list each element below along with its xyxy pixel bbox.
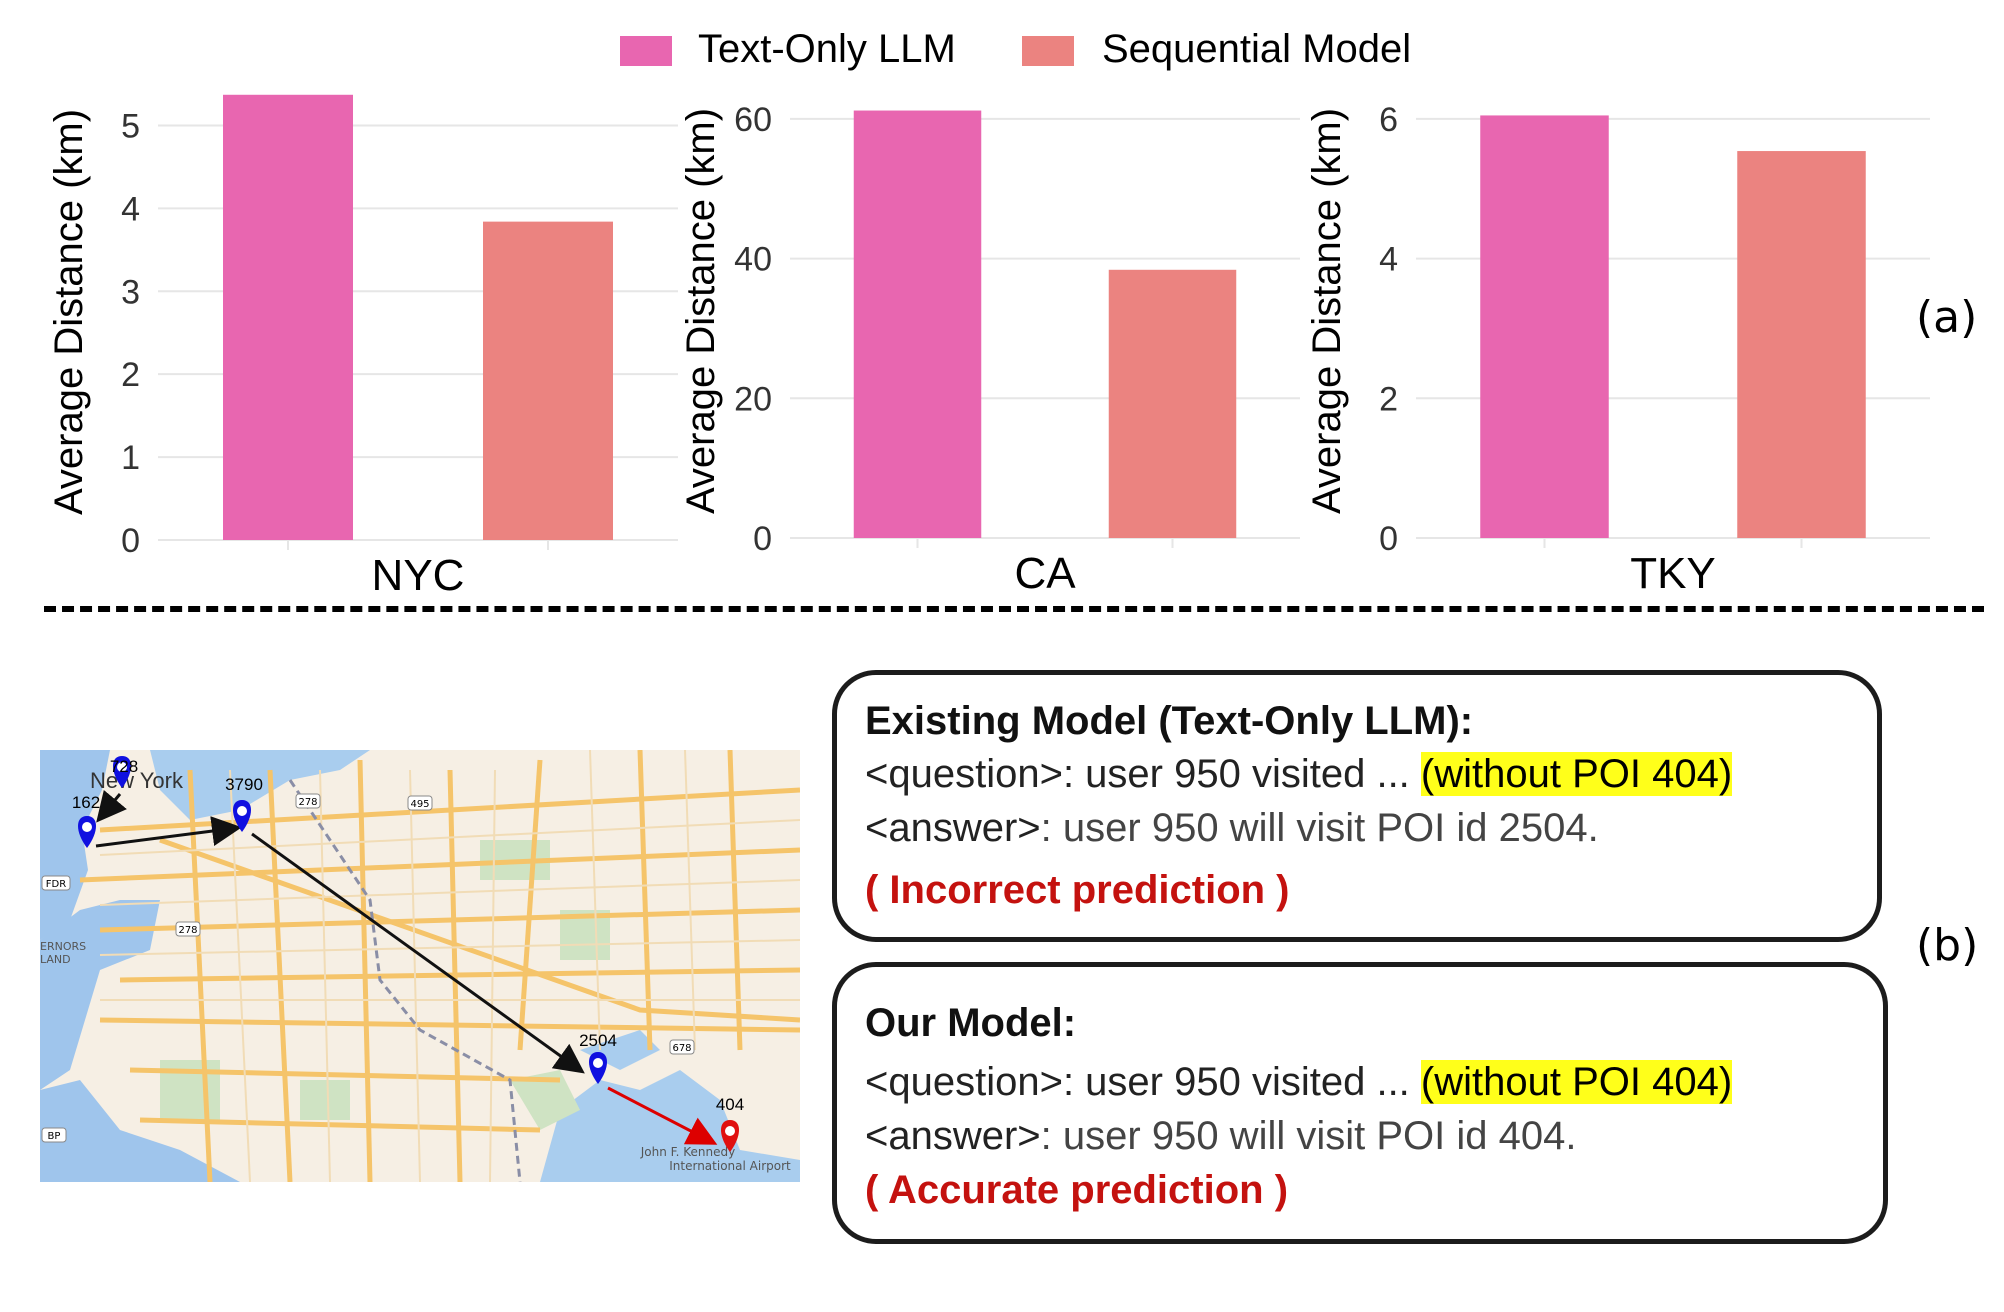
y-tick-label-tky-3: 6 [1379, 101, 1398, 139]
pin-728 [113, 756, 131, 788]
our-model-question: <question>: user 950 visited ... (withou… [865, 1055, 1855, 1109]
our-model-answer: <answer>: user 950 will visit POI id 404… [865, 1109, 1855, 1163]
map-water-jamaica-bay [540, 1070, 800, 1182]
chart-tky: 0 2 4 6 TKY Average Distance (km) [1305, 101, 1930, 598]
bar-nyc-0 [223, 94, 353, 540]
y-tick-label-nyc-4: 4 [121, 190, 140, 228]
x-label-ca: CA [1014, 549, 1076, 598]
panel-label-a: (a) [1916, 292, 1978, 343]
our-question-text: : user 950 visited ... [1062, 1060, 1421, 1104]
our-answer-tag: <answer> [865, 1114, 1041, 1158]
panel-label-b: (b) [1916, 920, 1979, 971]
trajectory-arrow-728-162 [96, 789, 127, 823]
place-label-new-york: New York [90, 768, 184, 793]
x-label-tky: TKY [1630, 549, 1716, 598]
pin-404 [721, 1120, 739, 1152]
pin-label-404: 404 [716, 1095, 744, 1114]
existing-model-box: Existing Model (Text-Only LLM): <questio… [832, 670, 1882, 942]
place-label-jfk-2: International Airport [669, 1159, 791, 1173]
y-tick-label-tky-1: 2 [1379, 380, 1398, 418]
existing-question-text: : user 950 visited ... [1062, 752, 1421, 796]
map-park-4 [300, 1080, 350, 1120]
our-model-box: Our Model: <question>: user 950 visited … [832, 962, 1888, 1244]
legend-label-sequential-model: Sequential Model [1102, 27, 1411, 71]
trajectory-arrow-3790-2504 [251, 832, 585, 1074]
map-water-upper [150, 750, 370, 820]
legend-label-text-only-llm: Text-Only LLM [698, 27, 956, 71]
bar-tky-1 [1737, 151, 1866, 538]
our-model-title: Our Model: [865, 1001, 1077, 1045]
y-tick-label-ca-0: 0 [753, 520, 772, 558]
bar-charts: Text-Only LLM Sequential Model 0 1 2 3 4 5 NYC… [47, 27, 1930, 600]
trajectory-arrow-162-3790 [95, 816, 242, 848]
y-tick-label-ca-1: 20 [734, 380, 772, 418]
bar-ca-0 [853, 110, 982, 539]
pin-2504 [589, 1052, 607, 1084]
y-tick-label-nyc-3: 3 [121, 273, 140, 311]
pin-label-3790: 3790 [225, 775, 263, 794]
bar-ca-1 [1108, 269, 1237, 538]
place-label-jfk-1: John F. Kennedy [640, 1145, 735, 1159]
road-shield-278-south: 278 [178, 925, 197, 936]
y-tick-label-tky-0: 0 [1379, 520, 1398, 558]
y-tick-label-ca-3: 60 [734, 101, 772, 139]
map-water-east-river [40, 750, 110, 940]
legend-swatch-sequential-model [1022, 36, 1074, 66]
road-shield-278-north: 278 [298, 797, 317, 808]
map-borough-border [288, 779, 522, 1182]
y-tick-label-nyc-1: 1 [121, 439, 140, 477]
bar-tky-0 [1480, 115, 1609, 538]
map-water-harbor [40, 900, 160, 1090]
trajectory-arrow-2504-404 [607, 1086, 718, 1145]
our-model-verdict: ( Accurate prediction ) [865, 1168, 1289, 1212]
bar-nyc-1 [483, 221, 613, 540]
x-label-nyc: NYC [372, 551, 465, 600]
legend: Text-Only LLM Sequential Model [620, 27, 1411, 71]
our-question-highlight: (without POI 404) [1420, 1060, 1733, 1104]
existing-model-question: <question>: user 950 visited ... (withou… [865, 747, 1849, 801]
pin-label-728: 728 [110, 757, 138, 776]
chart-ca: 0 20 40 60 CA Average Distance (km) [679, 101, 1300, 598]
existing-answer-tag: <answer> [865, 806, 1041, 850]
existing-question-tag: <question> [865, 752, 1063, 796]
map-water-bay [40, 1080, 240, 1182]
place-label-land: LAND [40, 953, 71, 966]
y-axis-label-ca: Average Distance (km) [679, 108, 723, 514]
existing-answer-text: : user 950 will visit POI id 2504. [1040, 806, 1599, 850]
road-shield-bp: BP [48, 1131, 61, 1142]
road-shield-495: 495 [410, 799, 429, 810]
y-tick-label-nyc-2: 2 [121, 356, 140, 394]
place-label-governors: ERNORS [40, 940, 86, 953]
chart-nyc: 0 1 2 3 4 5 NYC Average Distance (km) [47, 94, 678, 600]
our-question-tag: <question> [865, 1060, 1063, 1104]
road-shield-678: 678 [672, 1043, 691, 1054]
map: 278 495 278 FDR 678 BP New York ERNORS L… [40, 750, 800, 1182]
y-tick-label-tky-2: 4 [1379, 241, 1398, 279]
legend-swatch-text-only-llm [620, 36, 672, 66]
road-shield-fdr: FDR [46, 879, 66, 890]
pin-3790 [233, 800, 251, 832]
pin-label-2504: 2504 [579, 1031, 617, 1050]
section-divider [44, 606, 1984, 612]
pin-label-162: 162 [72, 793, 100, 812]
map-park-5 [510, 1070, 580, 1130]
road-shields: 278 495 278 FDR 678 BP [41, 793, 695, 1143]
our-answer-text: : user 950 will visit POI id 404. [1040, 1114, 1577, 1158]
existing-model-answer: <answer>: user 950 will visit POI id 250… [865, 801, 1849, 855]
y-tick-label-nyc-0: 0 [121, 522, 140, 560]
y-tick-label-ca-2: 40 [734, 241, 772, 279]
y-tick-label-nyc-5: 5 [121, 107, 140, 145]
pin-162 [78, 816, 96, 848]
existing-model-verdict: ( Incorrect prediction ) [865, 868, 1290, 912]
existing-model-title: Existing Model (Text-Only LLM): [865, 699, 1474, 743]
y-axis-label-tky: Average Distance (km) [1305, 108, 1349, 514]
existing-question-highlight: (without POI 404) [1420, 752, 1733, 796]
y-axis-label-nyc: Average Distance (km) [47, 109, 91, 515]
